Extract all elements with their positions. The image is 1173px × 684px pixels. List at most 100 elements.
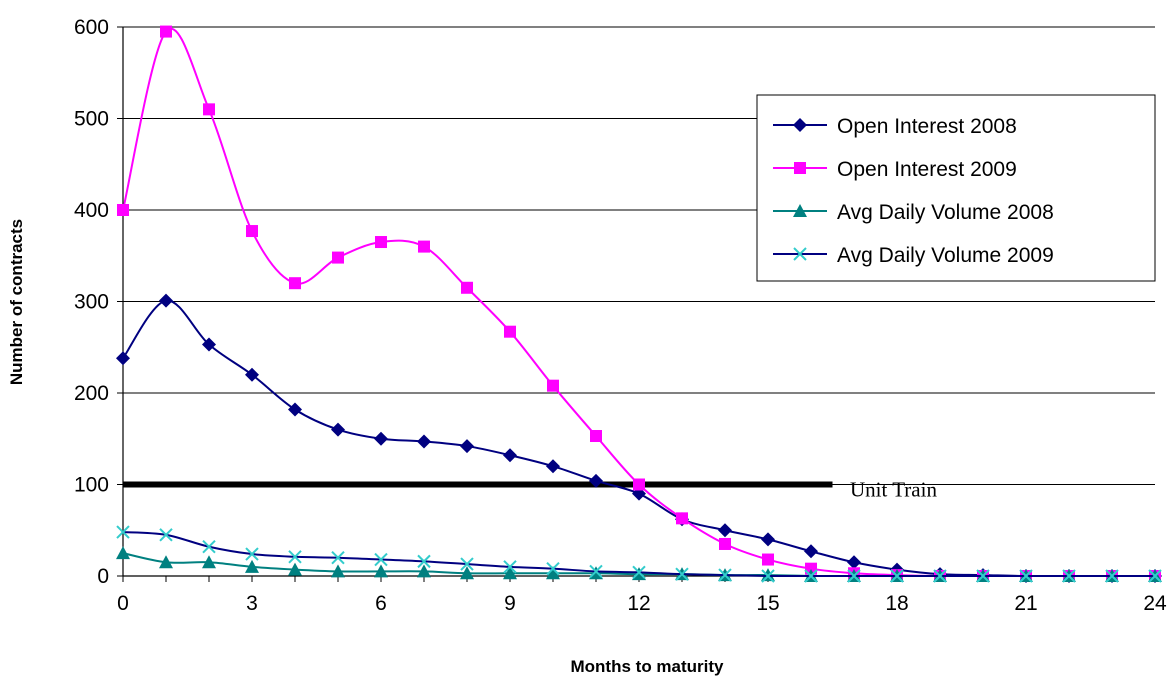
point-open-interest-2008-16 <box>804 544 818 559</box>
x-tick-label-24: 24 <box>1143 592 1167 615</box>
point-avg-daily-volume-2008-2 <box>202 555 216 569</box>
series-open-interest-2008 <box>116 293 1162 583</box>
y-tick-label-500: 500 <box>74 108 109 131</box>
point-avg-daily-volume-2009-15 <box>761 569 775 583</box>
point-avg-daily-volume-2009-20 <box>976 569 990 583</box>
point-open-interest-2009-6 <box>375 236 387 249</box>
y-tick-label-300: 300 <box>74 291 109 314</box>
point-avg-daily-volume-2009-18 <box>890 569 904 583</box>
point-open-interest-2008-8 <box>460 439 474 454</box>
point-open-interest-2009-15 <box>762 553 774 566</box>
point-avg-daily-volume-2009-19 <box>933 569 947 583</box>
point-avg-daily-volume-2009-12 <box>632 565 646 580</box>
point-avg-daily-volume-2009-2 <box>202 540 216 554</box>
legend-label-avg-daily-volume-2009: Avg Daily Volume 2009 <box>837 244 1054 267</box>
point-open-interest-2009-9 <box>504 325 516 338</box>
point-avg-daily-volume-2009-13 <box>675 567 689 581</box>
point-avg-daily-volume-2009-22 <box>1062 569 1076 583</box>
legend-label-avg-daily-volume-2008: Avg Daily Volume 2008 <box>837 201 1054 224</box>
x-tick-label-12: 12 <box>627 592 650 615</box>
legend-marker-open-interest-2008 <box>793 118 807 132</box>
point-open-interest-2009-8 <box>461 281 473 294</box>
point-avg-daily-volume-2008-0 <box>116 546 130 560</box>
point-avg-daily-volume-2009-14 <box>718 568 732 582</box>
point-open-interest-2008-0 <box>116 351 130 366</box>
point-avg-daily-volume-2009-16 <box>804 569 818 583</box>
point-avg-daily-volume-2009-5 <box>331 550 345 565</box>
point-open-interest-2008-4 <box>288 402 302 417</box>
legend-entry-open-interest-2008: Open Interest 2008 <box>773 115 1017 138</box>
y-tick-label-200: 200 <box>74 382 109 405</box>
x-tick-label-21: 21 <box>1014 592 1037 615</box>
line-open-interest-2008 <box>122 299 1155 578</box>
point-avg-daily-volume-2009-9 <box>503 560 517 574</box>
point-avg-daily-volume-2008-6 <box>374 564 388 578</box>
point-avg-daily-volume-2008-10 <box>546 566 560 580</box>
legend: Open Interest 2008 Open Interest 2009 Avg … <box>756 94 1156 282</box>
point-open-interest-2009-12 <box>633 478 645 491</box>
point-avg-daily-volume-2008-8 <box>460 566 474 580</box>
point-avg-daily-volume-2008-7 <box>417 564 431 578</box>
annotations: Unit Train <box>123 478 1155 502</box>
point-open-interest-2008-5 <box>331 422 345 437</box>
point-avg-daily-volume-2008-1 <box>159 555 173 569</box>
point-avg-daily-volume-2009-10 <box>546 561 560 576</box>
x-tick-label-18: 18 <box>885 592 908 615</box>
series-lines <box>116 25 1162 583</box>
x-tick-label-3: 3 <box>246 592 258 615</box>
point-avg-daily-volume-2008-15 <box>761 568 775 582</box>
x-tick-label-9: 9 <box>504 592 516 615</box>
point-avg-daily-volume-2009-21 <box>1019 569 1033 583</box>
point-avg-daily-volume-2008-3 <box>245 559 259 573</box>
series-avg-daily-volume-2009 <box>116 525 1162 583</box>
x-axis-title: Months to maturity <box>571 657 725 676</box>
point-open-interest-2009-0 <box>117 204 129 216</box>
point-open-interest-2008-2 <box>202 337 216 352</box>
point-open-interest-2008-10 <box>546 459 560 474</box>
point-avg-daily-volume-2009-8 <box>460 557 474 571</box>
point-avg-daily-volume-2009-4 <box>288 550 302 564</box>
point-open-interest-2009-11 <box>590 430 602 443</box>
point-open-interest-2008-3 <box>245 367 259 382</box>
legend-entry-avg-daily-volume-2008: Avg Daily Volume 2008 <box>773 201 1054 224</box>
point-open-interest-2008-1 <box>159 293 173 308</box>
point-open-interest-2009-3 <box>246 225 258 238</box>
point-open-interest-2009-7 <box>418 240 430 253</box>
legend-label-open-interest-2009: Open Interest 2009 <box>837 158 1017 181</box>
y-tick-label-100: 100 <box>74 474 109 497</box>
y-axis-title: Number of contracts <box>7 219 26 385</box>
point-open-interest-2009-4 <box>289 277 301 290</box>
gridlines <box>123 26 1155 485</box>
unit-train-label: Unit Train <box>850 478 937 502</box>
x-tick-label-0: 0 <box>117 592 129 615</box>
legend-entry-open-interest-2009: Open Interest 2009 <box>773 158 1017 181</box>
point-open-interest-2008-14 <box>718 523 732 538</box>
legend-label-open-interest-2008: Open Interest 2008 <box>837 115 1017 138</box>
point-open-interest-2008-17 <box>847 555 861 570</box>
legend-marker-open-interest-2009 <box>794 162 806 174</box>
point-avg-daily-volume-2009-23 <box>1105 569 1119 583</box>
point-avg-daily-volume-2009-0 <box>116 525 130 539</box>
point-avg-daily-volume-2008-9 <box>503 566 517 580</box>
point-avg-daily-volume-2008-5 <box>331 564 345 578</box>
point-avg-daily-volume-2009-7 <box>417 554 431 569</box>
point-avg-daily-volume-2009-3 <box>245 547 259 561</box>
point-avg-daily-volume-2009-1 <box>159 528 173 542</box>
point-open-interest-2008-15 <box>761 532 775 547</box>
point-avg-daily-volume-2009-11 <box>589 564 603 579</box>
legend-marker-avg-daily-volume-2009 <box>793 247 807 261</box>
point-open-interest-2009-13 <box>676 512 688 525</box>
y-tick-label-600: 600 <box>74 16 109 39</box>
point-avg-daily-volume-2009-24 <box>1148 569 1162 583</box>
point-open-interest-2008-9 <box>503 448 517 463</box>
point-avg-daily-volume-2009-6 <box>374 552 388 567</box>
point-open-interest-2009-14 <box>719 537 731 550</box>
point-open-interest-2009-2 <box>203 103 215 116</box>
point-open-interest-2008-7 <box>417 434 431 449</box>
legend-entry-avg-daily-volume-2009: Avg Daily Volume 2009 <box>773 244 1054 267</box>
legend-marker-avg-daily-volume-2008 <box>793 204 807 217</box>
tick-labels: 0 100 200 300 400 500 600 0 3 6 9 12 15 18 21 24 <box>74 16 1167 615</box>
y-tick-label-400: 400 <box>74 199 109 222</box>
point-open-interest-2009-1 <box>160 25 172 38</box>
